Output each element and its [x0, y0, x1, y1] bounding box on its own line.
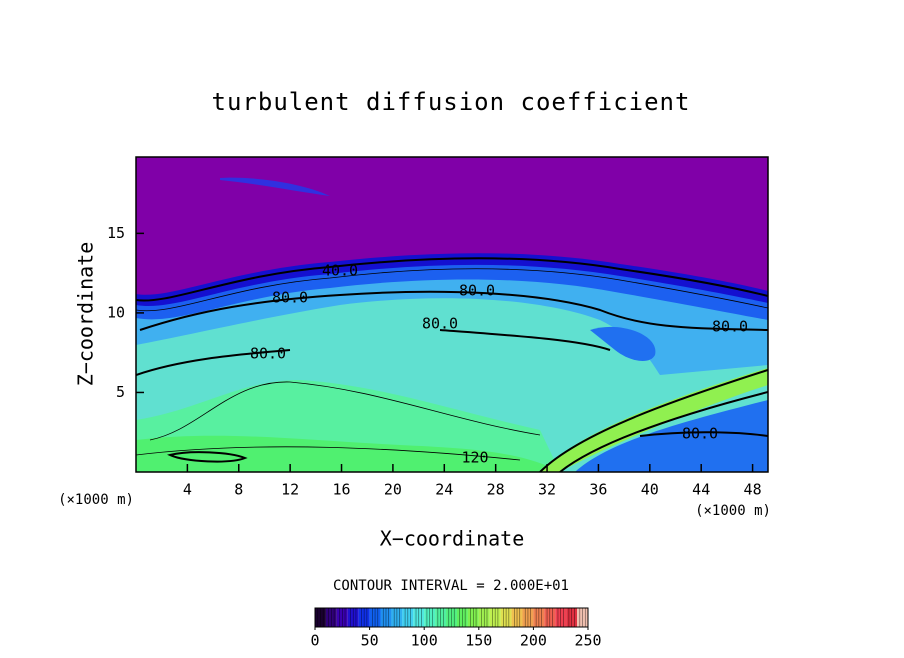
- contour-label: 80.0: [272, 289, 308, 307]
- x-tick-label: 4: [183, 481, 192, 499]
- colorbar-tick-label: 100: [411, 632, 438, 650]
- chart-title: turbulent diffusion coefficient: [212, 88, 691, 116]
- colorbar-tick-label: 150: [465, 632, 492, 650]
- y-tick-label: 15: [107, 224, 125, 242]
- x-unit-label: (×1000 m): [58, 492, 134, 508]
- y-tick-label: 10: [107, 303, 125, 321]
- contour-label: 80.0: [712, 318, 748, 336]
- x-tick-label: 32: [538, 481, 556, 499]
- contour-label: 120: [461, 449, 488, 467]
- plot-frame: [135, 156, 769, 473]
- contour-label: 80.0: [682, 425, 718, 443]
- colorbar-tick-label: 200: [520, 632, 547, 650]
- x-tick-label: 12: [281, 481, 299, 499]
- contour-label: 80.0: [459, 282, 495, 300]
- x-axis-label: X−coordinate: [380, 527, 525, 551]
- y-axis-label: Z−coordinate: [74, 242, 98, 387]
- contour-label: 80.0: [250, 345, 286, 363]
- contour-label: 80.0: [422, 315, 458, 333]
- colorbar-frame: [314, 607, 589, 628]
- x-tick-label: 36: [589, 481, 607, 499]
- colorbar-tick-label: 250: [574, 632, 601, 650]
- colorbar-tick-label: 0: [310, 632, 319, 650]
- contour-interval: CONTOUR INTERVAL = 2.000E+01: [333, 578, 569, 594]
- x-tick-label: 8: [234, 481, 243, 499]
- x-tick-label: 44: [692, 481, 710, 499]
- colorbar-tick-label: 50: [361, 632, 379, 650]
- y-unit-label: (×1000 m): [695, 503, 771, 519]
- contour-field: [136, 157, 768, 472]
- x-tick-label: 40: [641, 481, 659, 499]
- x-tick-label: 48: [744, 481, 762, 499]
- y-tick-label: 5: [116, 383, 125, 401]
- x-tick-label: 28: [487, 481, 505, 499]
- x-tick-label: 16: [332, 481, 350, 499]
- x-tick-label: 24: [435, 481, 453, 499]
- x-tick-label: 20: [384, 481, 402, 499]
- contour-label: 40.0: [322, 262, 358, 280]
